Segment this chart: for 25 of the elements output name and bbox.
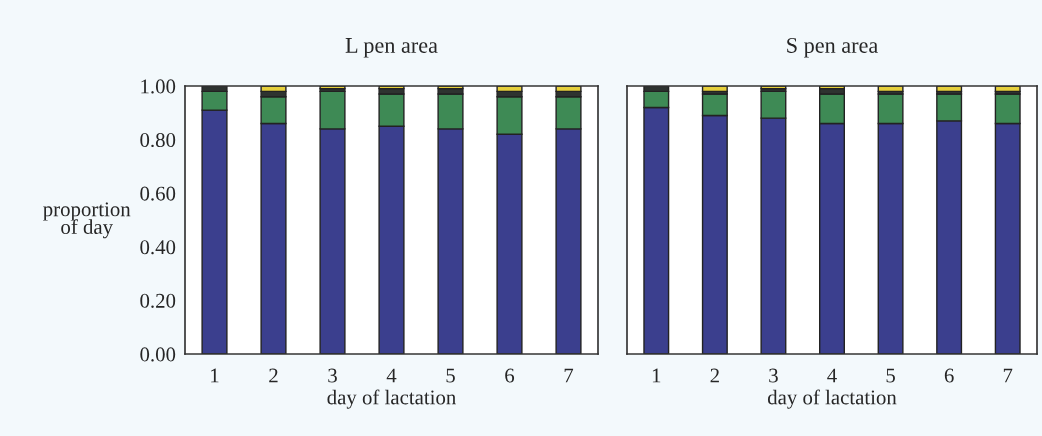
x-tick-label: 1 bbox=[652, 368, 661, 383]
x-tick-label: 6 bbox=[505, 368, 515, 383]
x-tick-label: 6 bbox=[944, 368, 954, 383]
y-tick-label: 0.00 bbox=[140, 347, 176, 362]
y-tick-label: 0.80 bbox=[140, 132, 176, 148]
x-tick-label: 7 bbox=[564, 368, 574, 383]
x-tick-label: 4 bbox=[827, 368, 837, 383]
x-tick-label: 5 bbox=[446, 368, 455, 383]
chart-title: S pen area bbox=[787, 37, 878, 58]
chart-title: L pen area bbox=[345, 38, 438, 58]
x-tick-label: 3 bbox=[769, 368, 778, 383]
y-axis-title: proportion of day bbox=[43, 202, 131, 239]
x-axis-title: day of lactation bbox=[327, 389, 456, 409]
y-tick-label: 0.60 bbox=[140, 186, 176, 201]
x-tick-label: 7 bbox=[1003, 368, 1013, 383]
x-tick-label: 2 bbox=[269, 368, 278, 383]
x-tick-label: 4 bbox=[386, 368, 397, 383]
x-tick-label: 3 bbox=[328, 368, 337, 383]
y-tick-label: 0.40 bbox=[140, 240, 176, 255]
x-axis-title: day of lactation bbox=[767, 389, 897, 409]
x-tick-label: 2 bbox=[710, 368, 719, 383]
x-tick-label: 5 bbox=[886, 368, 895, 383]
x-tick-label: 1 bbox=[211, 368, 219, 383]
y-tick-label: 0.20 bbox=[140, 293, 176, 308]
y-tick-label: 1.00 bbox=[141, 79, 176, 94]
